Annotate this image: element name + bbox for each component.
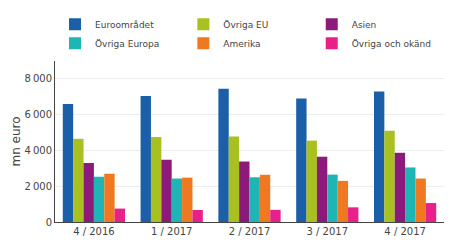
svg-text:2 / 2017: 2 / 2017 [229,226,271,237]
svg-text:Övriga EU: Övriga EU [223,20,268,30]
svg-text:Asien: Asien [352,20,377,30]
svg-text:Övriga Europa: Övriga Europa [95,39,159,49]
svg-text:1 / 2017: 1 / 2017 [151,226,193,237]
svg-text:Amerika: Amerika [223,39,260,49]
svg-text:4 / 2016: 4 / 2016 [73,226,115,237]
svg-text:0: 0 [46,217,52,228]
svg-text:4 / 2017: 4 / 2017 [384,226,426,237]
svg-text:8 000: 8 000 [25,73,52,84]
svg-text:6 000: 6 000 [25,109,52,120]
svg-text:Euroområdet: Euroområdet [95,20,154,30]
svg-text:2 000: 2 000 [25,181,52,192]
svg-text:Övriga och okänd: Övriga och okänd [352,39,431,49]
svg-text:mn euro: mn euro [9,116,23,166]
svg-text:4 000: 4 000 [25,145,52,156]
svg-text:3 / 2017: 3 / 2017 [307,226,349,237]
